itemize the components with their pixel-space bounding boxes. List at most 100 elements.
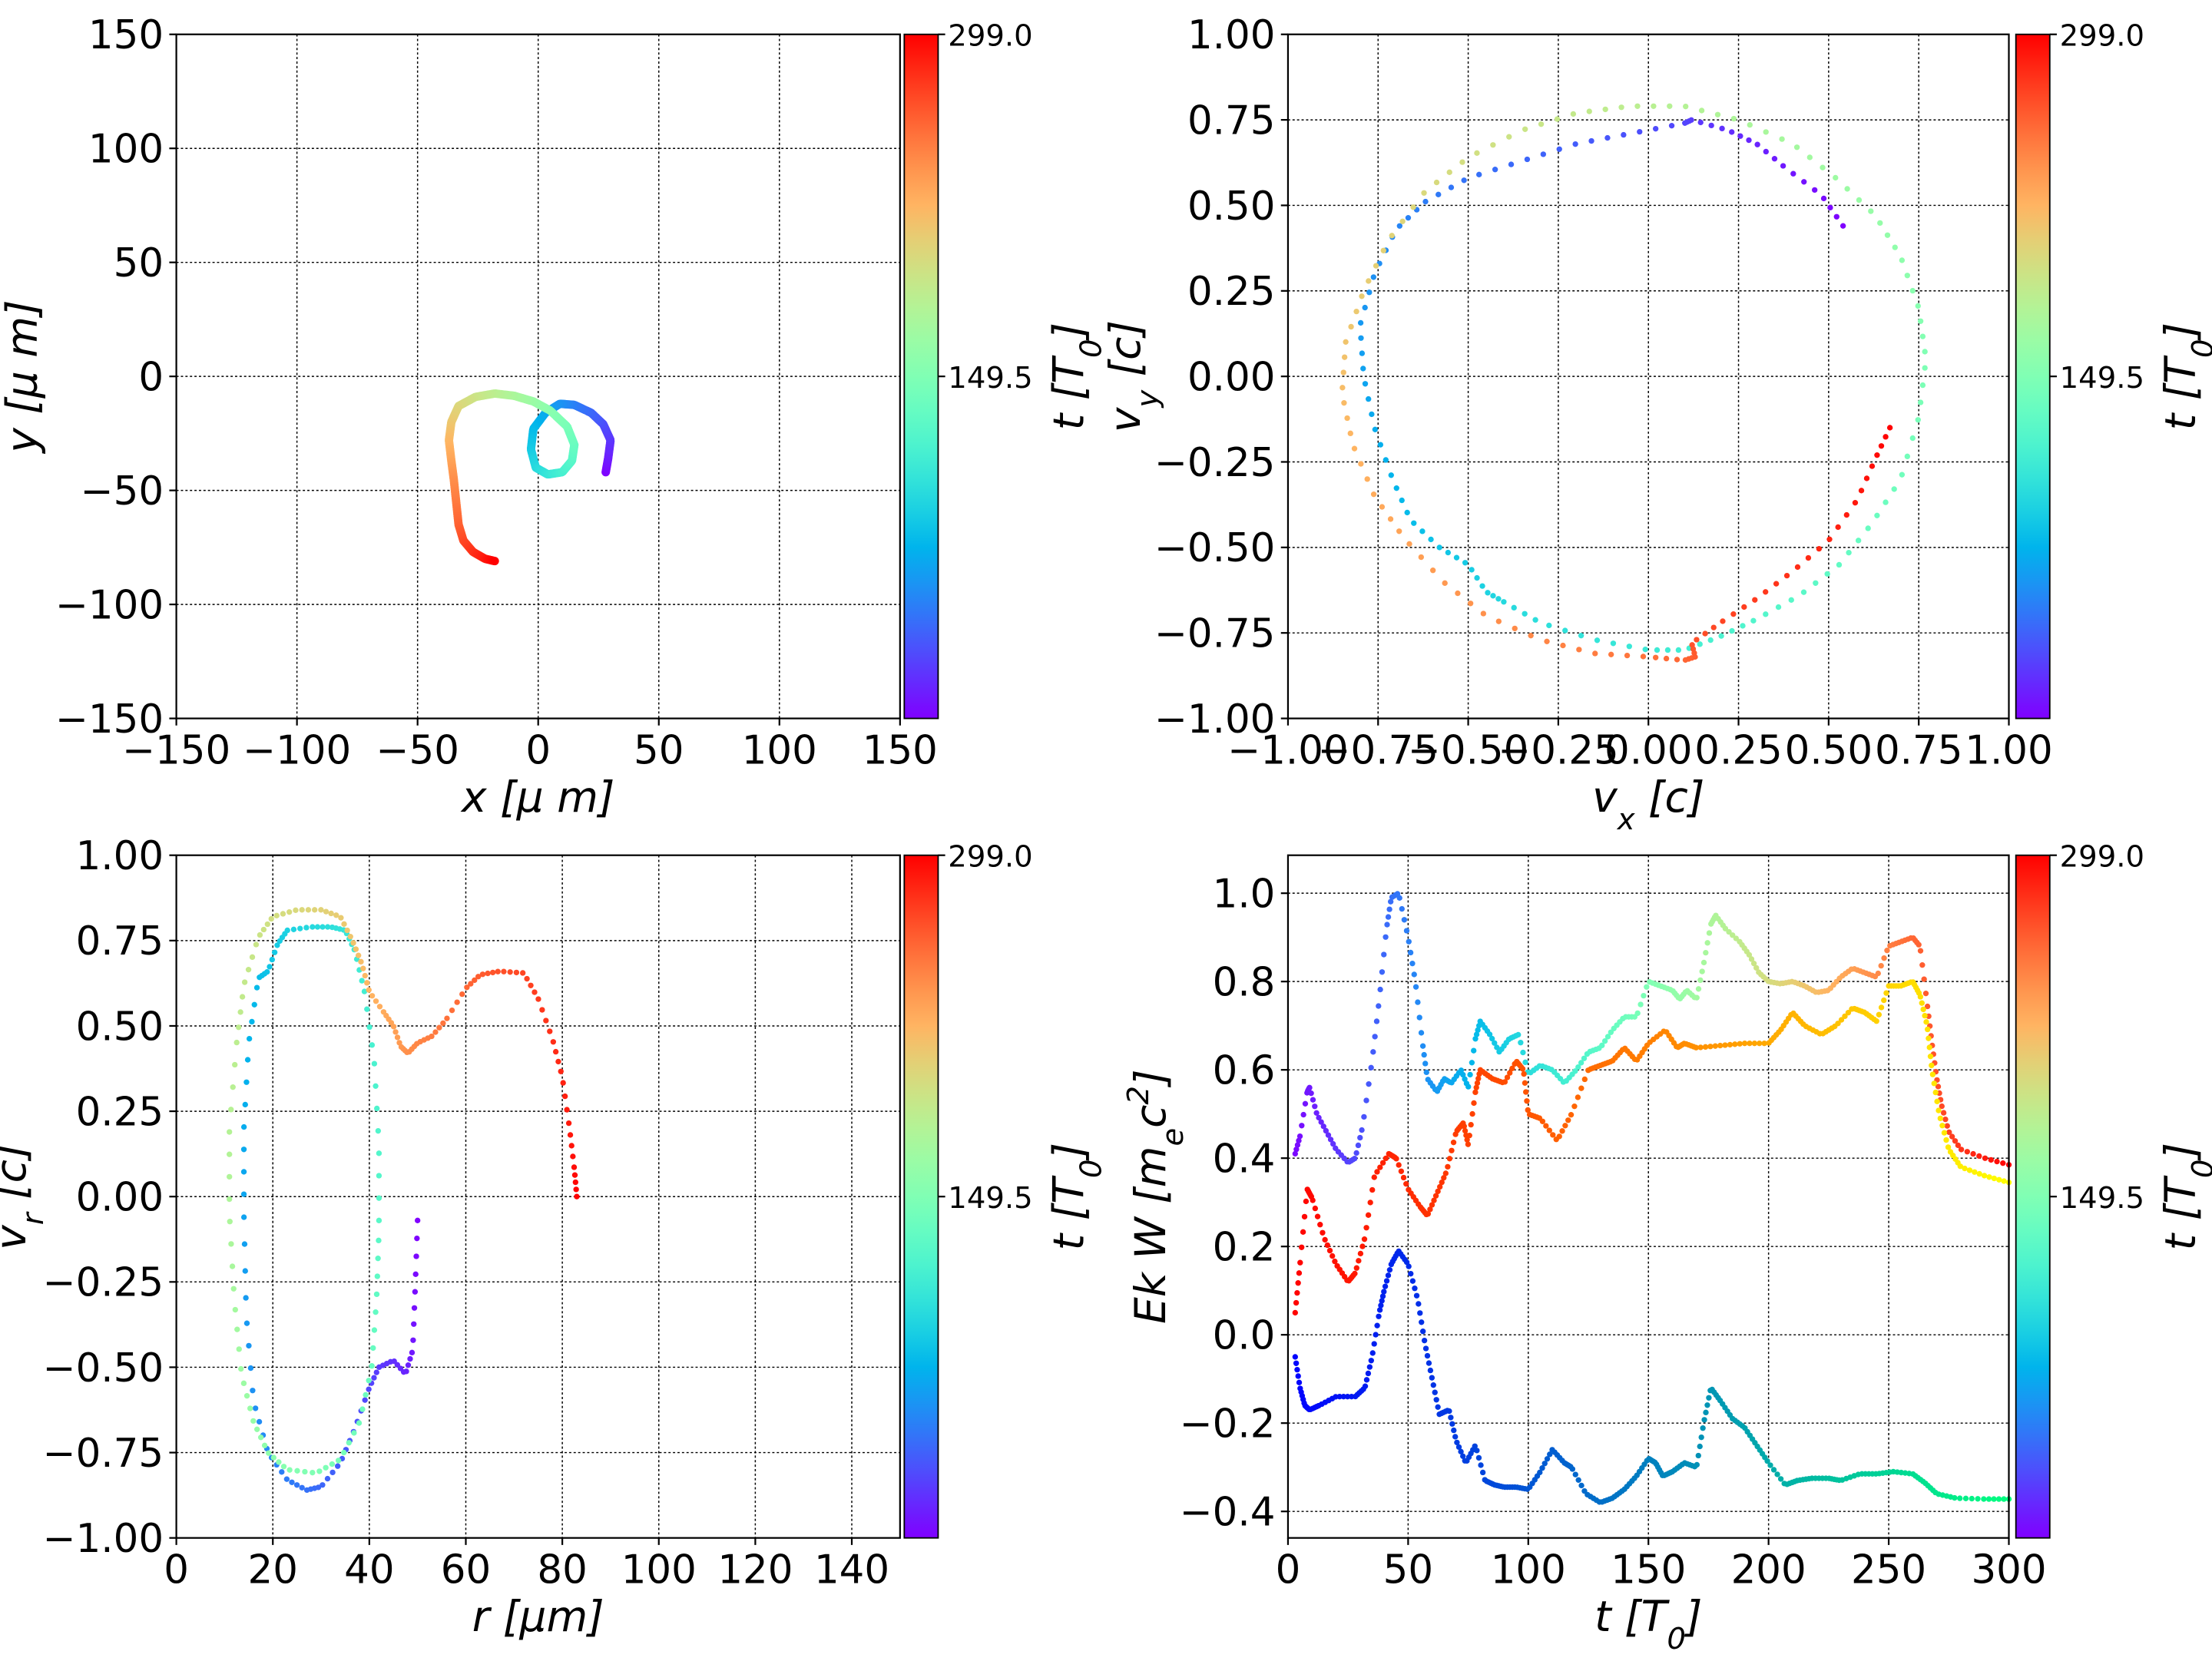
data-point: [1694, 637, 1700, 643]
data-point: [1367, 1199, 1373, 1206]
data-point: [1976, 1170, 1982, 1177]
data-point: [1427, 1206, 1433, 1213]
x-tick-label: 150: [1611, 1547, 1686, 1593]
data-point: [293, 907, 299, 913]
data-point: [1941, 1130, 1948, 1136]
data-point: [1353, 308, 1359, 315]
data-point: [1371, 1174, 1377, 1180]
data-point: [1364, 476, 1370, 482]
data-point: [1899, 257, 1906, 263]
data-point: [1492, 1040, 1498, 1046]
x-tick-label: 20: [248, 1547, 298, 1593]
data-point: [1697, 641, 1703, 647]
data-point: [240, 1191, 247, 1197]
data-point: [233, 1039, 240, 1046]
data-point: [1464, 1137, 1470, 1143]
data-point: [1385, 914, 1392, 920]
data-point: [286, 908, 293, 915]
data-point: [1449, 1147, 1455, 1153]
data-point: [279, 1469, 285, 1475]
data-point: [1419, 528, 1426, 534]
data-point: [1747, 1040, 1753, 1047]
data-point: [1957, 1163, 1963, 1170]
data-point: [1775, 604, 1782, 610]
x-tick-label: 200: [1731, 1547, 1806, 1593]
data-point: [284, 927, 290, 934]
data-point: [1388, 472, 1394, 478]
data-point: [294, 1468, 300, 1474]
data-point: [1317, 1222, 1323, 1228]
x-tick-label: 0: [1276, 1547, 1301, 1593]
data-point: [1377, 1164, 1383, 1170]
axes-frame: [1286, 854, 2010, 1539]
data-point: [1710, 624, 1717, 630]
colorbar-tick-label: 299.0: [2060, 839, 2144, 874]
data-point: [1421, 1337, 1428, 1344]
data-point: [1300, 1229, 1306, 1236]
data-point: [1922, 990, 1929, 997]
data-point: [375, 1256, 381, 1262]
y-tick-label: 0.2: [1213, 1225, 1276, 1271]
data-point: [1425, 1211, 1432, 1217]
x-axis-label: x [μ m]: [460, 773, 614, 822]
data-point: [264, 969, 270, 975]
data-point: [1604, 1034, 1611, 1040]
data-point: [1381, 1289, 1387, 1295]
data-point: [359, 978, 365, 984]
data-point: [1469, 567, 1475, 573]
y-tick-label: 0: [138, 355, 164, 401]
data-point: [1296, 1133, 1303, 1140]
data-point: [513, 969, 520, 976]
data-point: [1340, 369, 1346, 376]
data-point: [1945, 1144, 1952, 1150]
data-point: [1366, 290, 1373, 296]
data-point: [373, 1369, 379, 1375]
data-point: [1297, 1259, 1303, 1266]
data-point: [1310, 1197, 1316, 1203]
data-point: [1524, 156, 1531, 163]
data-point: [390, 1024, 397, 1030]
data-point: [376, 1364, 382, 1371]
colorbar-label-part: ]: [2156, 1143, 2205, 1162]
data-point: [1501, 599, 1507, 605]
data-point: [1476, 171, 1482, 178]
data-point: [1429, 1375, 1435, 1381]
data-point: [1372, 1034, 1378, 1040]
data-point: [1461, 177, 1467, 184]
x-tick-label: 60: [441, 1547, 491, 1593]
colorbar-label-part: t [T: [2156, 355, 2205, 431]
x-tick-label: 40: [344, 1547, 394, 1593]
data-point: [273, 912, 280, 918]
data-point: [1396, 895, 1402, 901]
data-point: [1422, 1061, 1429, 1067]
data-point: [376, 1217, 382, 1224]
data-point: [552, 1048, 559, 1055]
data-point: [1369, 1350, 1376, 1356]
data-point: [1763, 148, 1769, 155]
data-point: [1432, 1193, 1439, 1199]
data-point: [1820, 164, 1826, 170]
data-point: [1883, 434, 1889, 440]
data-point: [1624, 652, 1631, 659]
data-point: [1572, 1471, 1578, 1477]
subplot-energy-vs-time: 0 50 100 150 200 250 300−0.4−0.20.00.20.40.60.…: [1121, 839, 2212, 1656]
data-point: [1299, 1123, 1305, 1129]
data-point: [1320, 1229, 1326, 1236]
x-axis-label: vx [c]: [1592, 773, 1704, 837]
data-point: [436, 1024, 442, 1031]
data-point: [1504, 1074, 1511, 1080]
y-axis-label-part: v: [1101, 406, 1150, 432]
data-point: [1844, 186, 1850, 192]
data-point: [1550, 1132, 1556, 1138]
y-axis-label: vy [c]: [1101, 320, 1164, 432]
data-point: [464, 984, 470, 991]
data-point: [1490, 142, 1496, 148]
data-point: [1991, 1496, 1997, 1502]
data-point: [1986, 1174, 1992, 1180]
data-point: [1544, 638, 1550, 644]
data-point: [1626, 644, 1632, 650]
data-point: [1943, 1137, 1949, 1143]
data-point: [1522, 610, 1528, 617]
data-point: [1779, 136, 1785, 142]
data-point: [1869, 463, 1876, 469]
